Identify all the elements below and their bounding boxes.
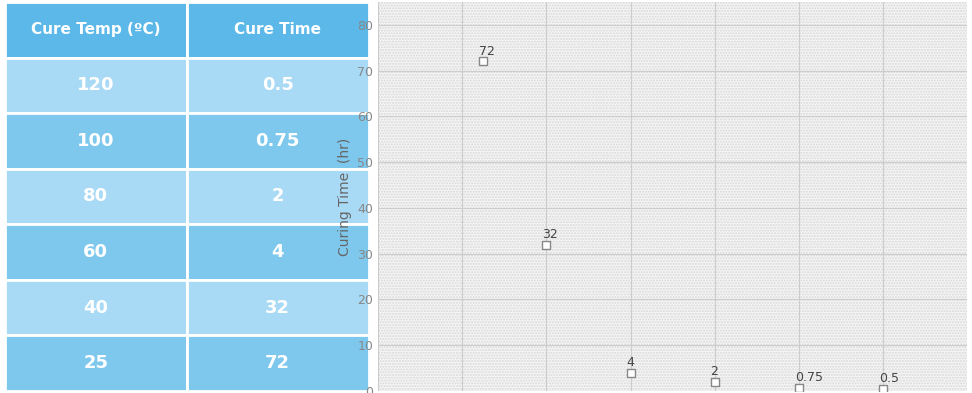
Text: 0.5: 0.5 [879,372,899,385]
Point [791,384,807,391]
Bar [5,169,187,224]
Point [875,386,890,392]
Text: 100: 100 [77,132,115,150]
Bar [187,224,368,280]
Bar [5,57,187,113]
Bar [5,113,187,169]
Text: 120: 120 [77,76,115,94]
Bar [378,2,967,391]
Bar [187,280,368,336]
Text: 32: 32 [265,299,290,317]
Text: 4: 4 [626,356,634,369]
Y-axis label: Curing Time  (hr): Curing Time (hr) [337,138,352,255]
Text: 0.5: 0.5 [261,76,294,94]
Text: 2: 2 [711,365,718,378]
Text: 72: 72 [479,44,495,57]
Bar [5,280,187,336]
Point [707,379,722,385]
Bar [5,336,187,391]
Point [475,58,491,64]
Text: Cure Time: Cure Time [234,22,321,37]
Point [538,241,554,248]
Text: 32: 32 [542,228,558,241]
Text: 60: 60 [84,243,108,261]
Bar [5,2,187,57]
Bar [187,113,368,169]
Text: 25: 25 [84,354,108,372]
Point [623,369,639,376]
Text: Cure Temp (ºC): Cure Temp (ºC) [31,22,160,37]
Bar [187,169,368,224]
Text: 0.75: 0.75 [795,371,822,384]
Text: 80: 80 [84,187,108,206]
Bar [187,336,368,391]
Bar [187,57,368,113]
Text: 40: 40 [84,299,108,317]
Bar [5,224,187,280]
Text: 72: 72 [265,354,290,372]
Bar [378,2,967,391]
Text: 2: 2 [271,187,284,206]
Text: 4: 4 [271,243,284,261]
Bar [187,2,368,57]
Text: 0.75: 0.75 [256,132,299,150]
